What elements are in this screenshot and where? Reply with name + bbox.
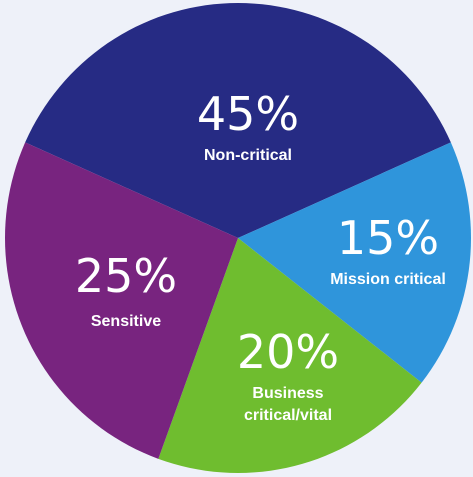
pie-category-label: Non-critical <box>204 147 292 164</box>
pie-category-label: critical/vital <box>244 407 332 424</box>
pie-category-label: Sensitive <box>91 313 161 330</box>
pie-value-label: 25% <box>75 249 177 303</box>
pie-slice-business <box>158 238 422 473</box>
pie-value-label: 15% <box>337 211 439 265</box>
pie-slice-mission-critical <box>238 142 471 383</box>
pie-slice-sensitive <box>5 142 238 459</box>
pie-category-label: Business <box>252 385 323 402</box>
pie-slice-non-critical <box>25 3 451 238</box>
pie-value-label: 20% <box>237 325 339 379</box>
pie-category-label: Mission critical <box>330 271 446 288</box>
pie-value-label: 45% <box>197 87 299 141</box>
